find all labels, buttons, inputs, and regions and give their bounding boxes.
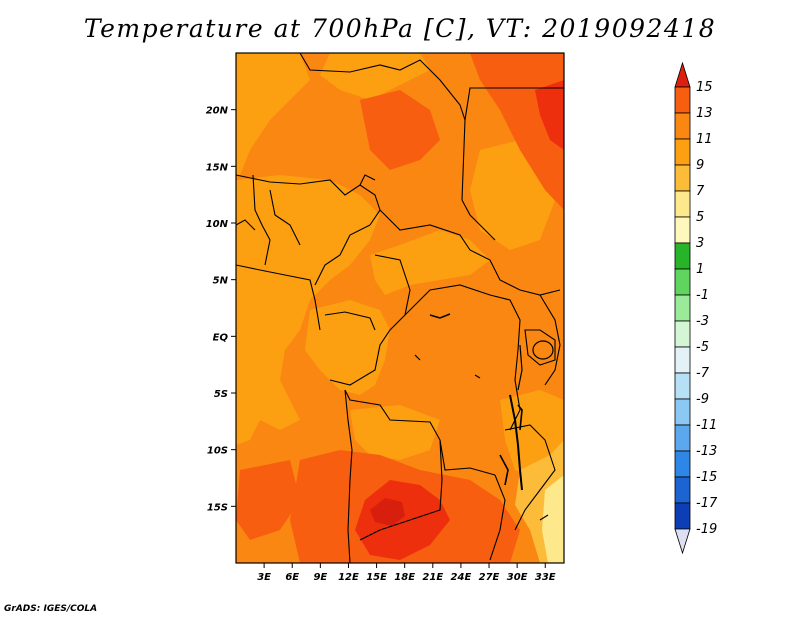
country-borders	[236, 53, 564, 563]
latitude-axis: 20N 15N 10N 5N EQ 5S 10S 15S	[206, 106, 236, 513]
field-coast-3-5	[542, 475, 564, 563]
colorbar-swatch	[674, 320, 691, 348]
field-central-7-9	[370, 230, 490, 295]
colorbar-swatch	[674, 112, 691, 140]
field-west-coast-7-9	[236, 53, 310, 175]
colorbar-level-label: 7	[696, 184, 705, 199]
lat-tick-label: 20N	[206, 106, 229, 117]
lon-tick-label: 33E	[535, 572, 556, 583]
colorbar-swatch	[674, 268, 691, 296]
lat-tick-label: 15N	[206, 162, 229, 173]
colorbar-level-label: 11	[696, 132, 713, 147]
lon-tick-label: 30E	[507, 572, 528, 583]
colorbar-swatch	[674, 86, 691, 114]
colorbar-swatch	[674, 476, 691, 504]
colorbar-swatch	[674, 294, 691, 322]
lat-tick-label: 10N	[206, 219, 229, 230]
colorbar-level-label: -17	[696, 496, 718, 511]
lon-tick-label: 15E	[366, 572, 387, 583]
field-east-hot-13-15	[535, 80, 564, 150]
lat-tick-label: 10S	[207, 446, 228, 457]
colorbar-swatch	[674, 398, 691, 426]
colorbar-swatch	[674, 346, 691, 374]
colorbar-level-label: -1	[696, 288, 709, 303]
field-angola-7-9	[350, 405, 440, 460]
map-frame	[235, 52, 565, 564]
lon-tick-label: 6E	[285, 572, 299, 583]
colorbar-bottom-arrow	[674, 528, 691, 555]
colorbar-level-label: -5	[696, 340, 709, 355]
field-congo-7-9	[305, 300, 390, 395]
colorbar-level-label: -13	[696, 444, 717, 459]
colorbar-level-label: 1	[696, 262, 704, 277]
field-zambia-hot-13-15	[355, 480, 450, 560]
map-title: Temperature at 700hPa [C], VT: 201909241…	[83, 14, 717, 43]
colorbar-level-label: 9	[696, 158, 704, 173]
field-kalahari-11-13	[236, 460, 300, 540]
colorbar-swatch	[674, 190, 691, 218]
colorbar-swatch	[674, 502, 691, 530]
field-core-15	[370, 498, 405, 526]
colorbar-level-label: 15	[696, 80, 713, 95]
colorbar-swatch	[674, 424, 691, 452]
lon-tick-label: 3E	[257, 572, 271, 583]
lon-tick-label: 12E	[338, 572, 359, 583]
colorbar-level-label: -3	[696, 314, 709, 329]
colorbar-swatch	[674, 138, 691, 166]
field-westafrica-7-9	[236, 175, 380, 445]
colorbar: 15 13 11 9 7 5 3 1 -1 -3 -5 -7 -9 -11 -13 -15 -17 -19	[674, 61, 718, 555]
lat-tick-label: 5N	[213, 276, 229, 287]
lon-tick-label: 24E	[451, 572, 472, 583]
colorbar-level-label: 3	[696, 236, 704, 251]
field-sahel-11-13	[360, 90, 440, 170]
colorbar-swatch	[674, 242, 691, 270]
longitude-axis: 3E 6E 9E 12E 15E 18E 21E 24E 27E 30E 33E	[257, 563, 556, 583]
lon-tick-label: 27E	[479, 572, 500, 583]
colorbar-level-label: -15	[696, 470, 717, 485]
lon-tick-label: 18E	[394, 572, 415, 583]
colorbar-level-label: 5	[696, 210, 704, 225]
lakes	[414, 313, 554, 521]
colorbar-swatch	[674, 164, 691, 192]
colorbar-level-label: 13	[696, 106, 713, 121]
temperature-field	[236, 53, 564, 563]
footer-credit: GrADS: IGES/COLA	[4, 604, 98, 614]
colorbar-level-label: -11	[696, 418, 717, 433]
lat-tick-label: EQ	[213, 332, 229, 343]
colorbar-top-arrow	[674, 61, 691, 88]
colorbar-swatch	[674, 450, 691, 478]
lon-tick-label: 9E	[313, 572, 327, 583]
lat-tick-label: 5S	[214, 389, 228, 400]
field-north-7-9	[320, 53, 430, 100]
lon-tick-label: 21E	[422, 572, 443, 583]
lat-tick-label: 15S	[207, 502, 228, 513]
colorbar-level-label: -7	[696, 366, 710, 381]
colorbar-swatch	[674, 372, 691, 400]
colorbar-level-label: -19	[696, 522, 717, 537]
colorbar-swatch	[674, 216, 691, 244]
colorbar-level-label: -9	[696, 392, 709, 407]
